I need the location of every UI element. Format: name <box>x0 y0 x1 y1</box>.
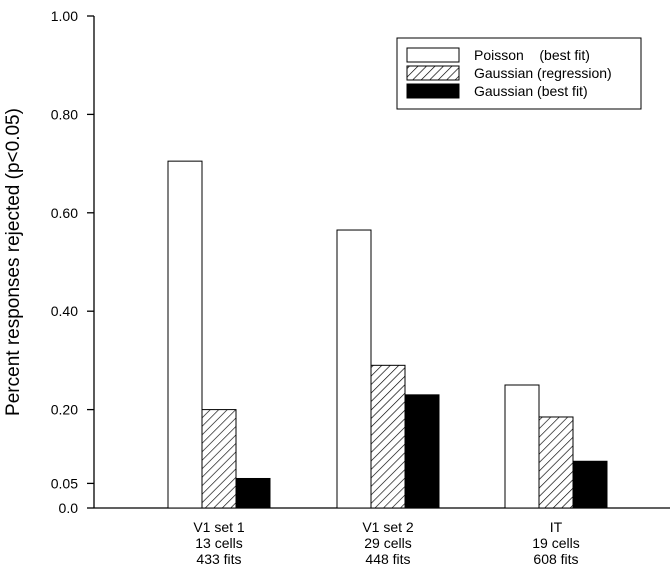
y-tick-label: 0.20 <box>51 402 78 418</box>
y-axis-label: Percent responses rejected (p<0.05) <box>3 108 24 416</box>
legend-swatch <box>406 65 460 81</box>
x-tick-label: 29 cells <box>364 535 411 551</box>
legend: Poisson (best fit) Gaussian (regression) G… <box>396 37 642 110</box>
x-tick-label: 433 fits <box>196 551 241 567</box>
legend-label: Gaussian (best fit) <box>474 83 588 99</box>
bar <box>370 364 406 509</box>
x-tick-label: V1 set 2 <box>362 519 414 535</box>
y-ticks: 0.0 0.05 0.20 0.40 0.60 0.80 1.00 <box>51 8 94 516</box>
bar <box>201 409 237 509</box>
y-tick-label: 0.40 <box>51 303 78 319</box>
x-tick-label: IT <box>550 519 563 535</box>
bar <box>336 229 372 509</box>
bars <box>167 160 608 509</box>
legend-label: Poisson (best fit) <box>474 47 590 63</box>
x-tick-label: 448 fits <box>365 551 410 567</box>
y-tick-label: 0.60 <box>51 205 78 221</box>
y-tick-label: 0.0 <box>59 500 79 516</box>
legend-swatch <box>406 47 460 63</box>
x-tick-label: 19 cells <box>532 535 579 551</box>
legend-label: Gaussian (regression) <box>474 65 612 81</box>
bar <box>404 394 440 509</box>
y-tick-label: 1.00 <box>51 8 78 24</box>
bar <box>572 460 608 509</box>
legend-swatch <box>406 83 460 99</box>
x-tick-label: V1 set 1 <box>193 519 245 535</box>
x-tick-label: 13 cells <box>195 535 242 551</box>
y-tick-label: 0.05 <box>51 475 78 491</box>
x-tick-label: 608 fits <box>533 551 578 567</box>
y-tick-label: 0.80 <box>51 106 78 122</box>
bar <box>235 477 271 509</box>
bar <box>167 160 203 509</box>
bar <box>538 416 574 509</box>
bar <box>504 384 540 509</box>
